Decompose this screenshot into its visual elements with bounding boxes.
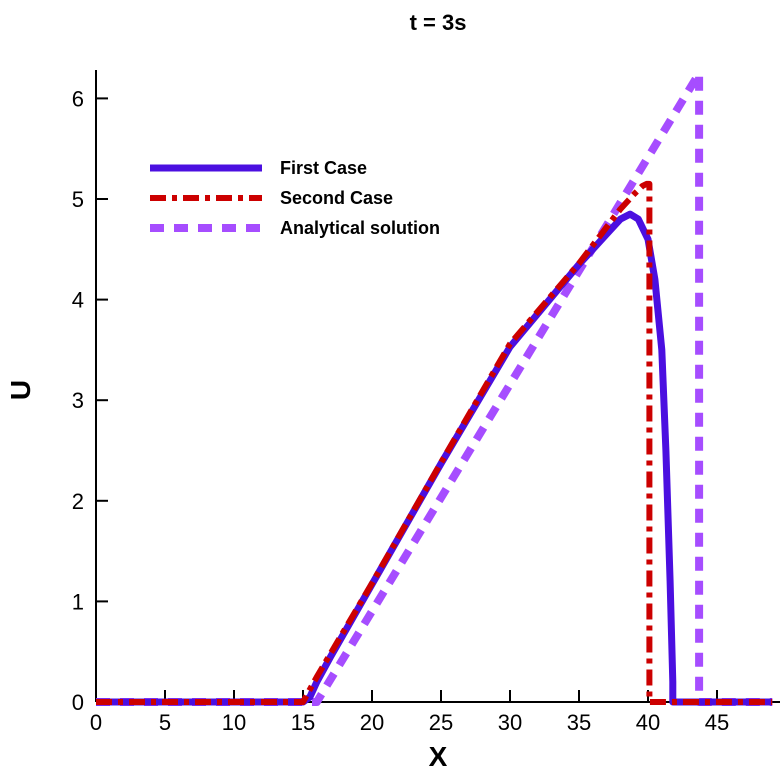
legend-label: First Case xyxy=(280,158,367,178)
y-tick-label: 6 xyxy=(72,86,84,111)
x-axis-label: X xyxy=(429,741,448,772)
y-tick-label: 1 xyxy=(72,589,84,614)
y-axis-label: U xyxy=(5,380,36,400)
series-line-second-case xyxy=(96,180,773,705)
x-tick-label: 25 xyxy=(429,710,453,735)
series-layer xyxy=(96,69,773,706)
x-tick-label: 30 xyxy=(498,710,522,735)
x-tick-label: 20 xyxy=(360,710,384,735)
x-tick-label: 0 xyxy=(90,710,102,735)
legend: First Case Second Case Analytical solution xyxy=(150,158,440,238)
x-tick-label: 45 xyxy=(705,710,729,735)
legend-label: Analytical solution xyxy=(280,218,440,238)
x-tick-label: 15 xyxy=(291,710,315,735)
x-tick-label: 10 xyxy=(222,710,246,735)
x-tick-label: 5 xyxy=(159,710,171,735)
legend-label: Second Case xyxy=(280,188,393,208)
y-tick-label: 0 xyxy=(72,690,84,715)
y-tick-label: 4 xyxy=(72,288,84,313)
chart-title: t = 3s xyxy=(410,10,467,35)
series-line-first-case xyxy=(96,210,773,706)
y-tick-label: 5 xyxy=(72,187,84,212)
y-tick-label: 3 xyxy=(72,388,84,413)
y-tick-label: 2 xyxy=(72,489,84,514)
x-tick-label: 35 xyxy=(567,710,591,735)
x-tick-label: 40 xyxy=(636,710,660,735)
